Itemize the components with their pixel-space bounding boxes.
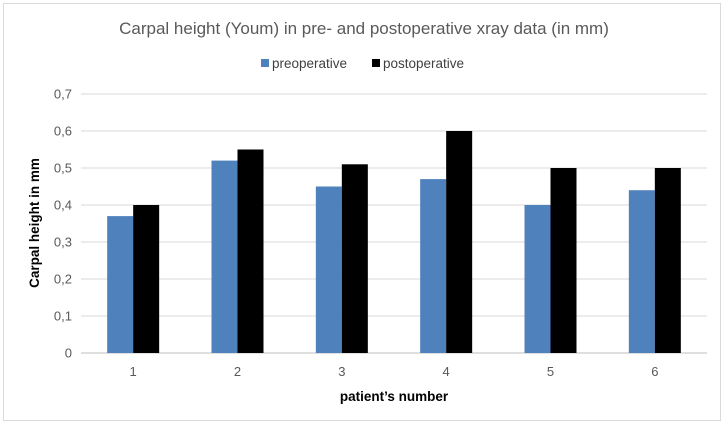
bar-postoperative-2 (237, 149, 264, 353)
legend: preoperative postoperative (261, 56, 464, 71)
gridlines (81, 93, 707, 354)
y-axis-title: Carpal height in mm (27, 158, 42, 288)
y-tick-label: 0,7 (54, 87, 72, 102)
y-tick-label: 0,1 (54, 309, 72, 324)
x-tick-label: 2 (234, 364, 241, 379)
x-tick-label: 1 (130, 364, 137, 379)
chart-frame: Carpal height (Youm) in pre- and postope… (3, 3, 721, 421)
x-tick-label: 3 (338, 364, 345, 379)
y-tick-label: 0,4 (54, 198, 72, 213)
bar-postoperative-1 (133, 205, 160, 353)
y-tick-label: 0,6 (54, 124, 72, 139)
x-tick-labels: 1 2 3 4 5 6 (130, 364, 659, 379)
legend-label-postoperative: postoperative (383, 56, 464, 71)
x-tick-label: 6 (651, 364, 658, 379)
bar-preoperative-4 (420, 179, 447, 353)
bar-postoperative-3 (341, 164, 368, 353)
y-tick-label: 0,5 (54, 161, 72, 176)
bar-preoperative-3 (315, 186, 342, 353)
bar-preoperative-6 (628, 190, 655, 353)
bar-postoperative-4 (446, 131, 473, 353)
bar-postoperative-6 (654, 168, 681, 353)
x-axis-title: patient’s number (340, 389, 449, 404)
legend-swatch-preoperative (261, 59, 269, 67)
chart-title: Carpal height (Youm) in pre- and postope… (119, 19, 609, 38)
y-tick-label: 0,3 (54, 235, 72, 250)
y-tick-label: 0 (65, 346, 72, 361)
bar-preoperative-5 (524, 205, 551, 353)
y-tick-label: 0,2 (54, 272, 72, 287)
y-tick-labels: 0 0,1 0,2 0,3 0,4 0,5 0,6 0,7 (54, 87, 72, 361)
bar-postoperative-5 (550, 168, 577, 353)
legend-swatch-postoperative (372, 59, 380, 67)
legend-label-preoperative: preoperative (272, 56, 347, 71)
x-tick-label: 5 (547, 364, 554, 379)
bar-preoperative-1 (107, 216, 134, 353)
x-tick-label: 4 (443, 364, 450, 379)
bar-chart: Carpal height (Youm) in pre- and postope… (27, 19, 707, 404)
bars (107, 131, 681, 353)
bar-preoperative-2 (211, 160, 238, 353)
